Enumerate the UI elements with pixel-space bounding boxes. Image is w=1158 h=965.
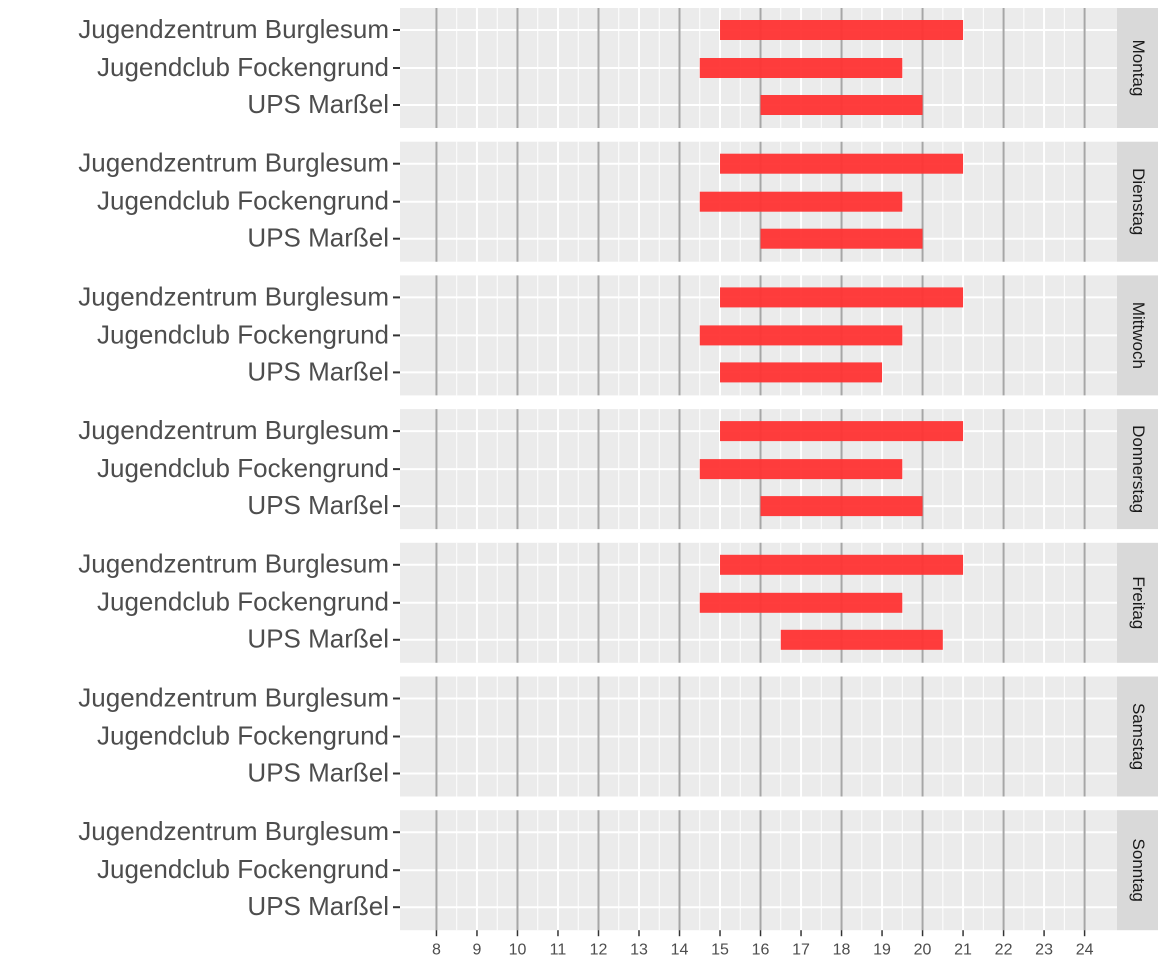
bar	[720, 362, 883, 383]
strip-label: Montag	[1129, 40, 1148, 97]
y-tick-label: Jugendzentrum Burglesum	[78, 148, 389, 178]
bar	[780, 629, 943, 650]
x-tick-label: 10	[509, 941, 527, 958]
y-tick-label: UPS Marßel	[247, 490, 389, 520]
strip-label: Freitag	[1129, 576, 1148, 629]
x-tick-label: 14	[671, 941, 689, 958]
x-tick-label: 21	[954, 941, 972, 958]
bar	[720, 20, 964, 40]
x-tick-label: 12	[590, 941, 608, 958]
y-tick-label: UPS Marßel	[247, 757, 389, 787]
strip-label: Donnerstag	[1129, 425, 1148, 513]
strip	[1117, 676, 1158, 797]
y-tick-label: Jugendclub Fockengrund	[97, 186, 389, 216]
strip	[1117, 810, 1158, 931]
x-tick-label: 19	[873, 941, 891, 958]
bar	[699, 191, 903, 212]
strip-label: Samstag	[1129, 703, 1148, 770]
bar	[699, 592, 903, 613]
x-tick-label: 20	[914, 941, 932, 958]
y-tick-label: UPS Marßel	[247, 891, 389, 921]
bar	[760, 496, 923, 517]
strip-label: Mittwoch	[1129, 302, 1148, 369]
x-tick-label: 13	[630, 941, 648, 958]
y-tick-label: UPS Marßel	[247, 624, 389, 654]
bar	[720, 287, 964, 308]
x-tick-label: 9	[473, 941, 482, 958]
bar	[760, 228, 923, 249]
y-tick-label: Jugendclub Fockengrund	[97, 453, 389, 483]
x-tick-label: 8	[432, 941, 441, 958]
bar	[699, 459, 903, 480]
x-tick-label: 24	[1076, 941, 1094, 958]
x-tick-label: 15	[711, 941, 729, 958]
y-tick-label: Jugendclub Fockengrund	[97, 587, 389, 617]
bar	[699, 58, 903, 78]
strip-label: Dienstag	[1129, 168, 1148, 235]
y-tick-label: UPS Marßel	[247, 89, 389, 119]
strip	[1117, 542, 1158, 663]
x-tick-label: 16	[752, 941, 770, 958]
y-tick-label: Jugendzentrum Burglesum	[78, 14, 389, 44]
y-tick-label: Jugendzentrum Burglesum	[78, 816, 389, 846]
bar	[760, 95, 923, 115]
y-tick-label: Jugendzentrum Burglesum	[78, 415, 389, 445]
strip-label: Sonntag	[1129, 839, 1148, 902]
y-tick-label: Jugendzentrum Burglesum	[78, 682, 389, 712]
y-tick-label: Jugendclub Fockengrund	[97, 720, 389, 750]
bar	[720, 554, 964, 575]
y-tick-label: Jugendclub Fockengrund	[97, 319, 389, 349]
strip	[1117, 275, 1158, 396]
strip	[1117, 409, 1158, 530]
x-tick-label: 22	[995, 941, 1013, 958]
bar	[720, 421, 964, 442]
y-tick-label: Jugendzentrum Burglesum	[78, 281, 389, 311]
x-tick-label: 17	[792, 941, 810, 958]
strip	[1117, 8, 1158, 128]
y-tick-label: Jugendclub Fockengrund	[97, 854, 389, 884]
y-tick-label: UPS Marßel	[247, 223, 389, 253]
y-tick-label: UPS Marßel	[247, 356, 389, 386]
x-tick-label: 18	[833, 941, 851, 958]
y-tick-label: Jugendzentrum Burglesum	[78, 549, 389, 579]
bar	[699, 325, 903, 346]
x-tick-label: 23	[1035, 941, 1053, 958]
bar	[720, 153, 964, 174]
x-tick-label: 11	[550, 941, 567, 958]
y-tick-label: Jugendclub Fockengrund	[97, 52, 389, 82]
strip	[1117, 141, 1158, 262]
